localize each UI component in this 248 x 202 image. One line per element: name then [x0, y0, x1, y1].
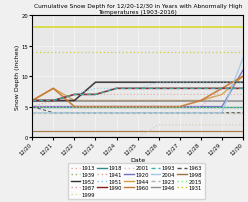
X-axis label: Date: Date [130, 157, 145, 162]
Y-axis label: Snow Depth (inches): Snow Depth (inches) [15, 44, 20, 109]
Legend: 1913, 1939, 1952, 1987, 1999, 1918, 1941, 1951, 1990, 2001, 1920, 1944, 1960, 19: 1913, 1939, 1952, 1987, 1999, 1918, 1941… [68, 163, 205, 199]
Title: Cumulative Snow Depth for 12/20-12/30 in Years with Abnormally High Temperatures: Cumulative Snow Depth for 12/20-12/30 in… [33, 4, 242, 15]
